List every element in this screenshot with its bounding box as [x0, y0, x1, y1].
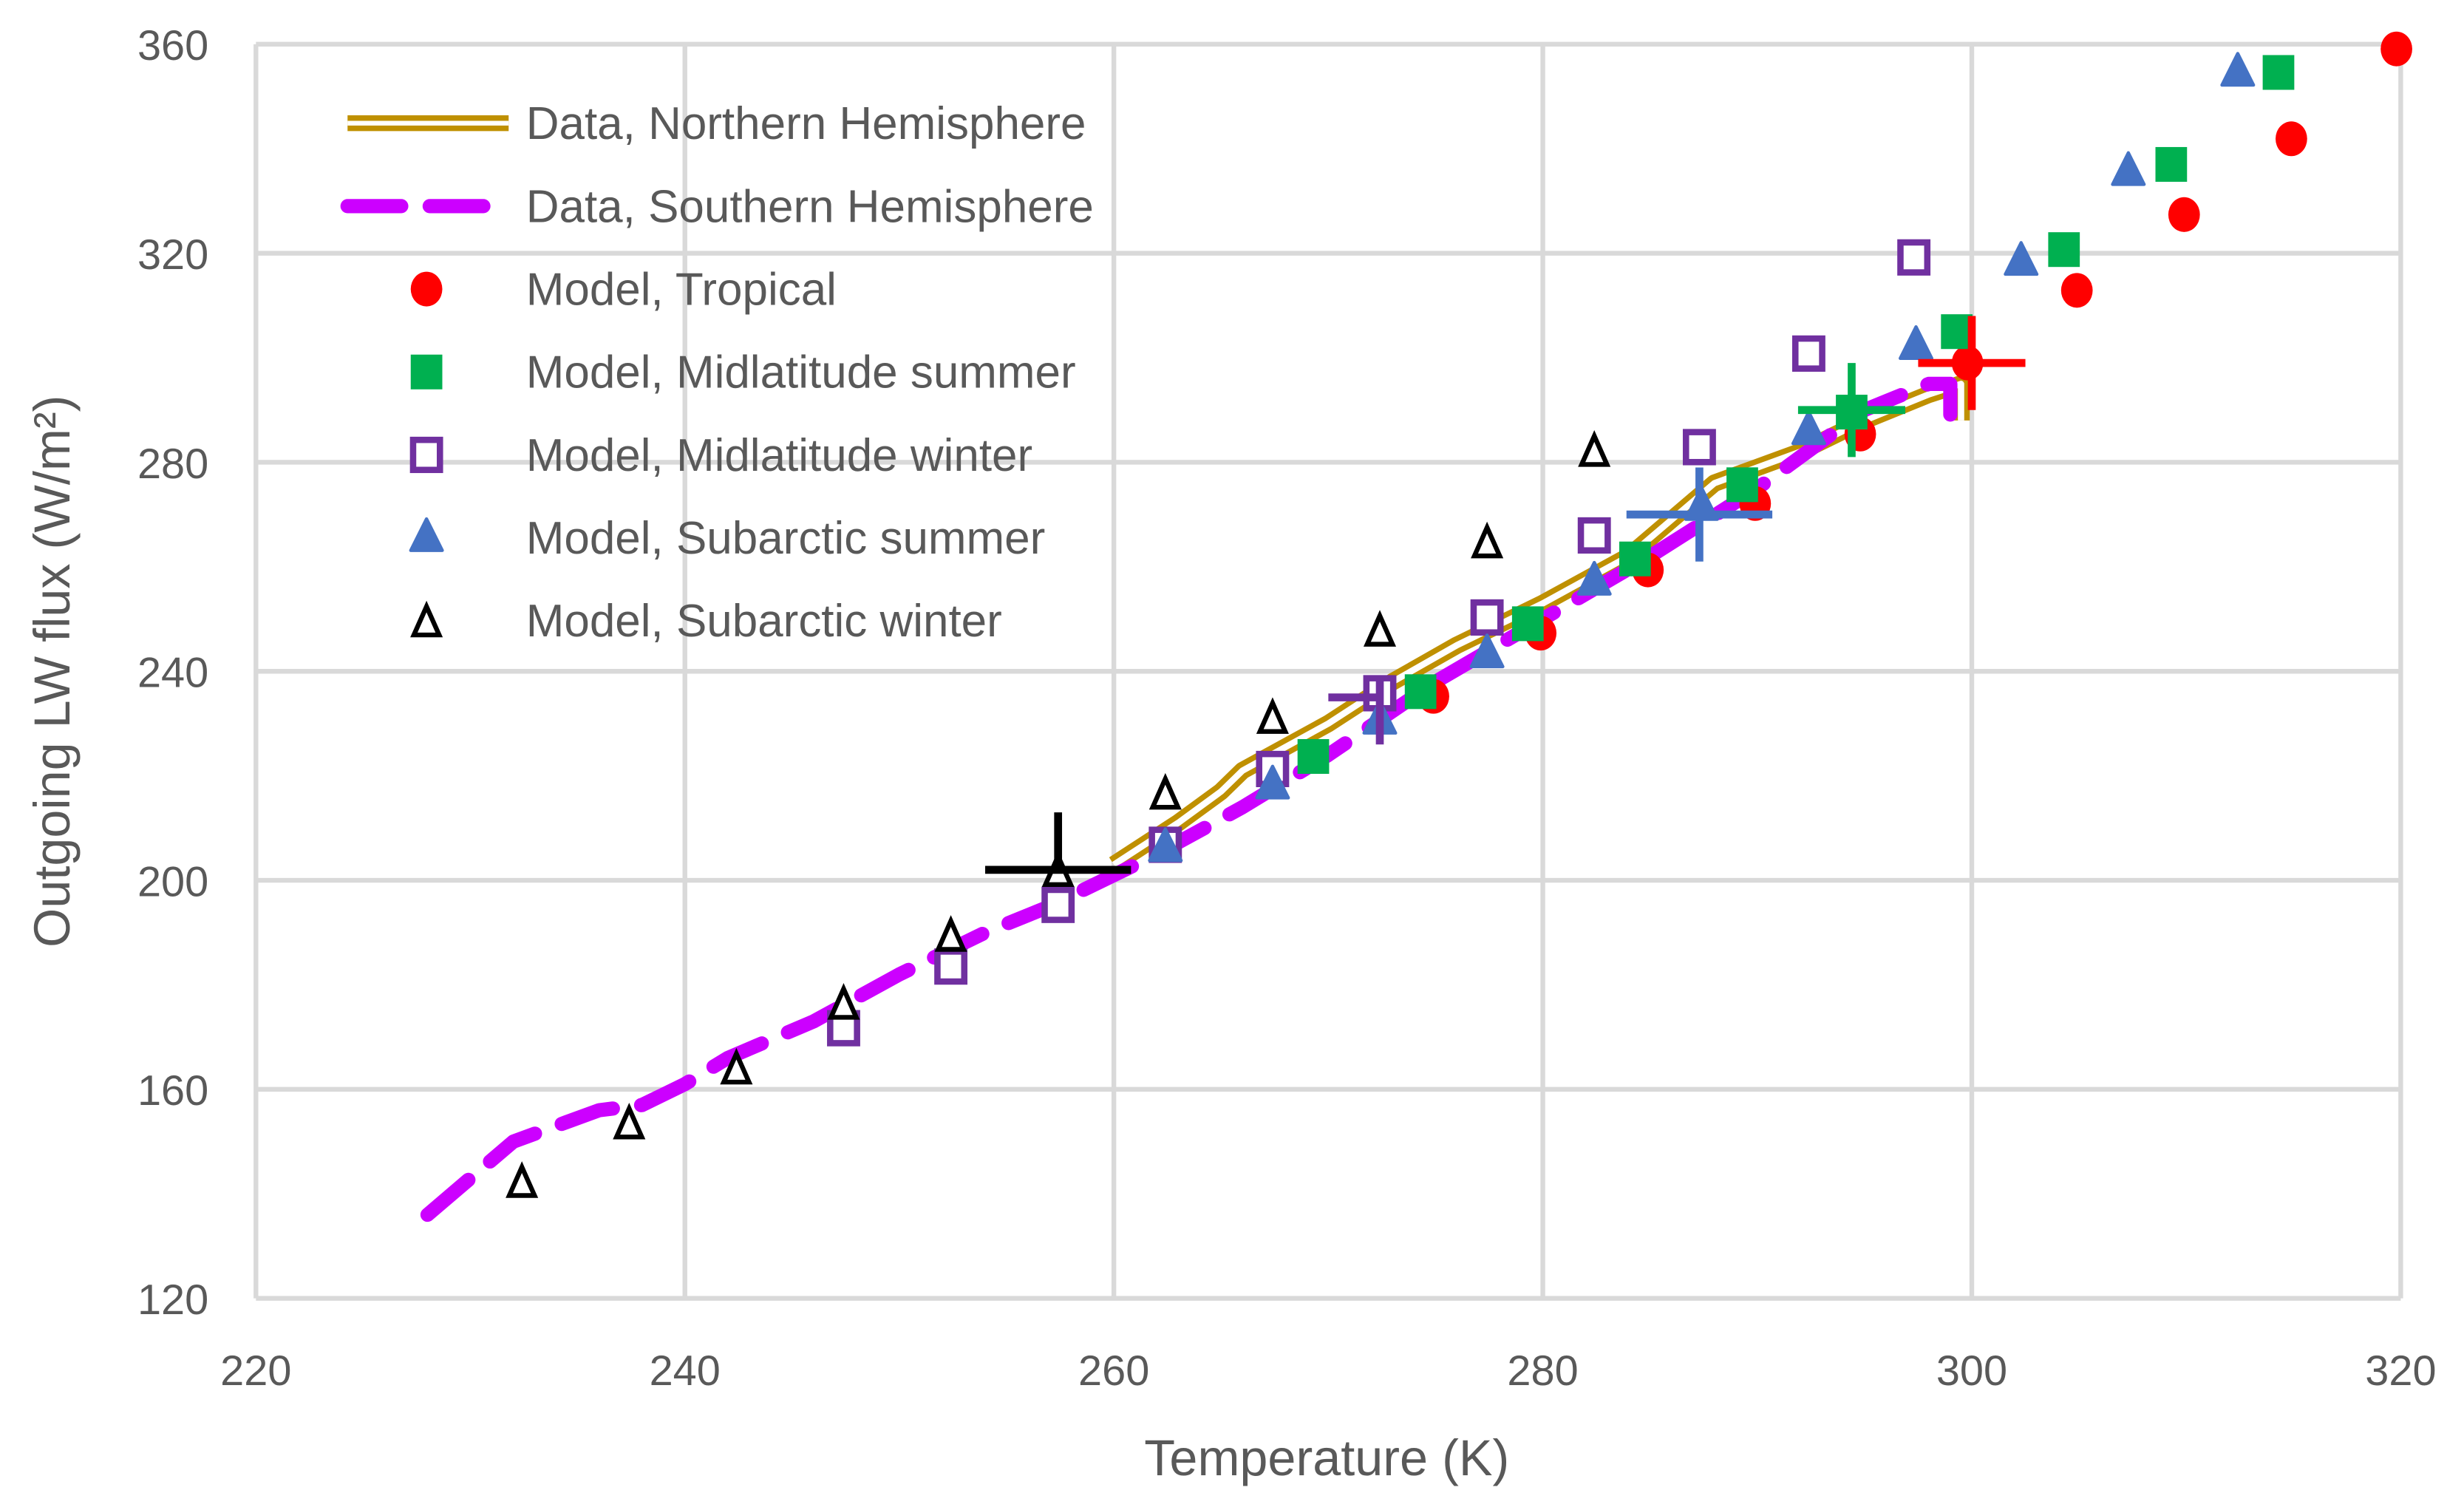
data-point [613, 1102, 646, 1140]
y-tick-label: 200 [137, 858, 208, 905]
legend-swatch [410, 271, 443, 307]
error-cross [1797, 363, 1906, 458]
plot-area [420, 31, 2412, 1222]
data-point [827, 983, 860, 1020]
data-point [1577, 517, 1611, 554]
data-point [2060, 273, 2093, 308]
legend-swatch [410, 354, 443, 390]
legend-label: Data, Northern Hemisphere [526, 98, 1086, 149]
data-point [1404, 674, 1437, 710]
data-point [506, 1161, 539, 1198]
legend-label: Model, Subarctic summer [526, 513, 1046, 564]
x-tick-label: 300 [1936, 1347, 2007, 1395]
data-point [720, 1047, 753, 1085]
legend-swatch [409, 517, 444, 552]
y-tick-label: 160 [137, 1067, 208, 1115]
data-point [2111, 151, 2146, 186]
data-point [1469, 633, 1505, 669]
legend-swatch [410, 600, 443, 638]
y-axis-ticks: 120 160 200 240 280 320 360 [137, 22, 208, 1324]
data-point [2380, 31, 2412, 67]
legend-label: Data, Southern Hemisphere [526, 181, 1094, 232]
data-point [934, 915, 967, 952]
legend-label: Model, Subarctic winter [526, 596, 1002, 647]
x-tick-label: 260 [1078, 1347, 1149, 1395]
data-point [1148, 827, 1183, 863]
error-cross [985, 812, 1131, 874]
data-point [1726, 467, 1758, 503]
y-tick-label: 280 [137, 441, 208, 488]
x-tick-label: 280 [1507, 1347, 1578, 1395]
y-tick-label: 240 [137, 650, 208, 697]
x-tick-label: 320 [2365, 1347, 2436, 1395]
data-point [1791, 410, 1826, 446]
data-point [1148, 772, 1182, 810]
data-point [2220, 52, 2256, 87]
data-point [1899, 324, 1934, 361]
data-point [2276, 121, 2307, 157]
x-tick-label: 220 [220, 1347, 291, 1395]
series-model-midlatitude-summer [1297, 55, 2295, 774]
data-point [1297, 738, 1330, 774]
data-point [934, 948, 968, 985]
error-cross [1626, 467, 1773, 562]
legend-item: Data, Northern Hemisphere [347, 98, 1086, 149]
x-axis-ticks: 220 240 260 280 300 320 [220, 1347, 2436, 1395]
data-point [2048, 232, 2080, 268]
data-point [1897, 239, 1931, 276]
legend: Data, Northern Hemisphere Data, Southern … [340, 98, 1094, 647]
error-cross [1328, 676, 1384, 745]
data-point [1256, 697, 1289, 734]
data-point [1619, 541, 1651, 577]
data-point [1576, 560, 1612, 596]
legend-swatch [409, 436, 443, 474]
data-point [2155, 146, 2188, 182]
series-model-subarctic-summer [1148, 52, 2256, 863]
data-point [1682, 429, 1716, 466]
data-point [1511, 606, 1544, 642]
legend-label: Model, Tropical [526, 264, 837, 315]
legend-item: Model, Subarctic winter [410, 596, 1002, 647]
data-point [2004, 241, 2039, 276]
grid [253, 41, 2403, 1301]
legend-item: Model, Subarctic summer [409, 513, 1046, 564]
data-point [1578, 430, 1611, 467]
series-model-tropical [1418, 31, 2412, 714]
data-point [2168, 197, 2200, 232]
data-point [1471, 521, 1504, 559]
data-point [1041, 886, 1075, 923]
legend-item: Model, Tropical [410, 264, 837, 315]
data-point [1255, 764, 1290, 800]
data-point [1791, 335, 1825, 372]
legend-label: Model, Midlatitude summer [526, 347, 1076, 398]
legend-item: Data, Southern Hemisphere [340, 181, 1094, 232]
data-point [2262, 55, 2295, 90]
error-cross [1918, 316, 2026, 410]
legend-item: Model, Midlatitude winter [409, 430, 1032, 481]
data-point [1941, 314, 1973, 350]
data-point [1363, 610, 1397, 647]
y-tick-label: 120 [137, 1276, 208, 1324]
y-tick-label: 320 [137, 231, 208, 279]
legend-label: Model, Midlatitude winter [526, 430, 1032, 481]
x-axis-label: Temperature (K) [1144, 1430, 1509, 1486]
legend-item: Model, Midlatitude summer [410, 347, 1076, 398]
x-tick-label: 240 [650, 1347, 721, 1395]
y-axis-label: Outgoing LW flux (W/m²) [24, 395, 81, 948]
y-tick-label: 360 [137, 22, 208, 69]
data-point [1470, 599, 1504, 636]
